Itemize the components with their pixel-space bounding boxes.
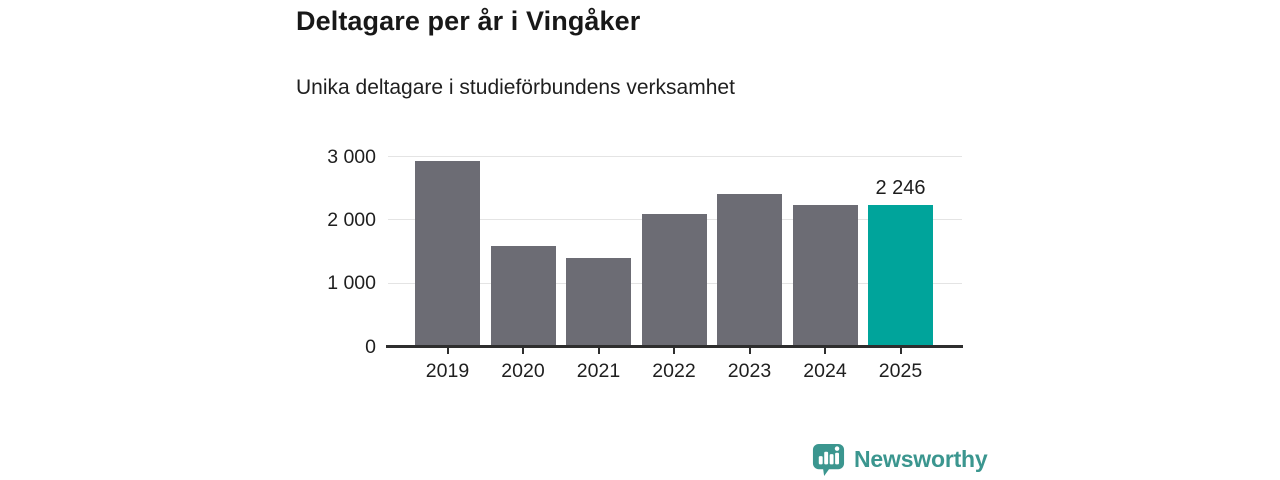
x-axis-label-2020: 2020	[501, 360, 545, 382]
bar-2019	[415, 160, 480, 347]
x-axis-label-2025: 2025	[878, 360, 923, 382]
chart-subtitle: Unika deltagare i studieförbundens verks…	[296, 76, 735, 99]
x-axis-label-2024: 2024	[803, 360, 847, 382]
y-axis-label-1000: 1 000	[327, 272, 376, 295]
x-axis-label-2021: 2021	[576, 360, 621, 382]
y-axis-label-3000: 3 000	[327, 145, 376, 168]
bar-2020	[490, 245, 556, 347]
gridline-3000	[388, 156, 962, 157]
x-axis-tick-2019	[446, 348, 449, 354]
x-axis-tick-2021	[597, 348, 600, 354]
newsworthy-logo-text: Newsworthy	[854, 446, 988, 472]
newsworthy-logo: Newsworthy	[811, 442, 988, 477]
y-axis-label-2000: 2 000	[327, 208, 376, 231]
x-axis-tick-2025	[899, 348, 902, 354]
value-label-2025: 2 246	[875, 176, 926, 199]
x-axis-label-2022: 2022	[652, 360, 696, 382]
x-axis-label-2019: 2019	[425, 360, 470, 382]
y-axis-label-0: 0	[365, 335, 376, 358]
bar-2022	[641, 213, 707, 347]
bar-2021	[566, 257, 631, 347]
x-axis-tick-2022	[673, 348, 675, 354]
x-axis-line	[386, 345, 963, 348]
bar-2025	[868, 204, 933, 347]
bar-2024	[792, 204, 858, 347]
x-axis-tick-2020	[522, 348, 524, 354]
bar-2023	[717, 193, 782, 347]
x-axis-tick-2024	[824, 348, 826, 354]
x-axis-label-2023: 2023	[727, 360, 772, 382]
chart-title: Deltagare per år i Vingåker	[296, 6, 641, 36]
newsworthy-logo-icon	[812, 443, 845, 477]
x-axis-tick-2023	[748, 348, 751, 354]
